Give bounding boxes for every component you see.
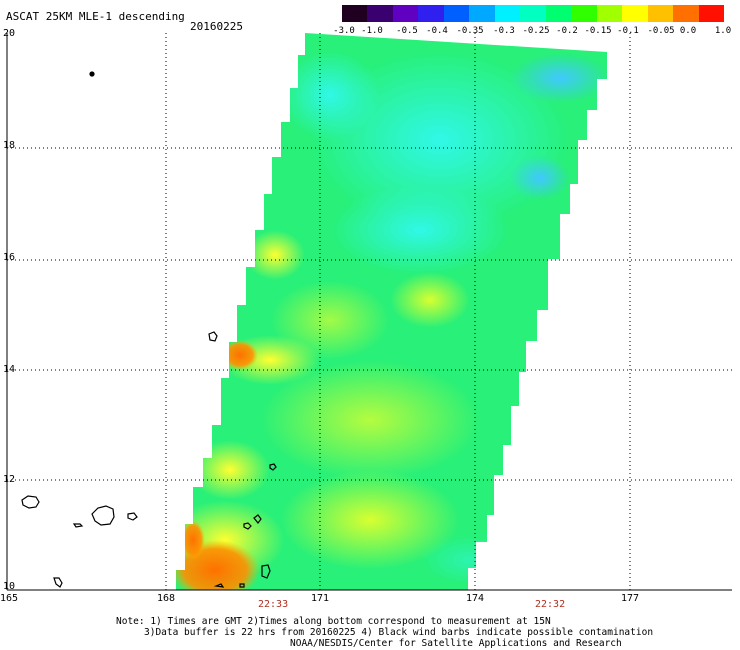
color-swatch (494, 5, 521, 22)
color-scale-label: -0.15 (584, 26, 612, 36)
color-scale-label: 0.0 (679, 26, 697, 36)
color-swatch (469, 5, 495, 22)
color-scale-label: -3.0 (333, 26, 355, 36)
color-swatch (520, 5, 546, 22)
color-swatch (367, 5, 393, 22)
pass-time-label-1: 22:33 (258, 599, 289, 610)
color-scale-labels: -3.0 -1.0 -0.5 -0.4 -0.35 -0.3 -0.25 -0.2 -0.15-… (330, 26, 732, 38)
note-line-2: 3)Data buffer is 22 hrs from 20160225 4)… (144, 627, 654, 638)
lon-label-171: 171 (311, 593, 329, 604)
lat-label-18: 18 (3, 140, 15, 151)
color-scale-label: -0.1 (617, 26, 639, 36)
color-swatch (673, 5, 699, 22)
color-scale-label: -0.2 (556, 26, 578, 36)
product-title: ASCAT 25KM MLE-1 descending (6, 10, 185, 23)
color-swatch (545, 5, 572, 22)
note-line-1: Note: 1) Times are GMT 2)Times along bot… (116, 616, 551, 627)
lat-label-20: 20 (3, 28, 15, 39)
color-swatch (392, 5, 419, 22)
lat-label-16: 16 (3, 252, 15, 263)
product-date: 20160225 (190, 20, 243, 33)
color-swatch (622, 5, 648, 22)
color-swatch (418, 5, 444, 22)
color-swatch (647, 5, 674, 22)
color-swatch (596, 5, 623, 22)
lon-label-177: 177 (621, 593, 639, 604)
longitude-labels: 165 168 171 174 177 (0, 593, 639, 604)
color-swatch (342, 5, 368, 22)
color-scale-bar (342, 5, 725, 22)
color-swatch (571, 5, 597, 22)
color-scale-label: 1.0 (714, 26, 732, 36)
island-outlines (21, 71, 277, 588)
pass-time-label-2: 22:32 (535, 599, 566, 610)
note-line-3: NOAA/NESDIS/Center for Satellite Applica… (290, 638, 622, 649)
lon-label-168: 168 (157, 593, 175, 604)
color-scale-label: -0.25 (522, 26, 550, 36)
lon-label-165: 165 (0, 593, 18, 604)
latitude-labels: 20 18 16 14 12 10 (3, 28, 15, 592)
color-scale-label: -0.4 (426, 26, 448, 36)
color-scale-label: -0.5 (396, 26, 418, 36)
lat-label-10: 10 (3, 581, 15, 592)
color-scale-label: -0.3 (493, 26, 515, 36)
color-scale-label: -0.05 (647, 26, 675, 36)
color-scale-label: -1.0 (361, 26, 383, 36)
lat-label-12: 12 (3, 474, 15, 485)
color-scale-label: -0.35 (456, 26, 484, 36)
lon-label-174: 174 (466, 593, 484, 604)
color-swatch (698, 5, 725, 22)
lat-label-14: 14 (3, 364, 15, 375)
ascat-swath (176, 33, 607, 590)
color-swatch (443, 5, 470, 22)
map-gridlines (7, 33, 732, 590)
